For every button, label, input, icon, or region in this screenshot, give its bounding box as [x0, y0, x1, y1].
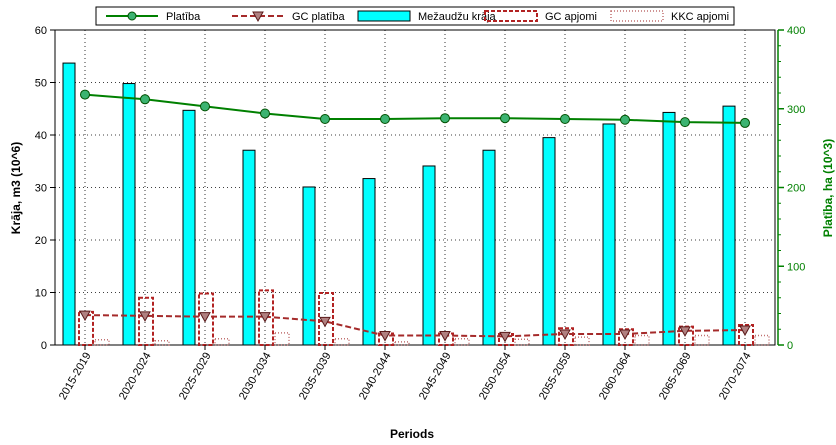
tick-label-left: 10 — [35, 288, 47, 300]
marker-triangle — [739, 325, 751, 337]
legend-label: KKC apjomi — [671, 11, 729, 23]
tick-label-left: 0 — [41, 340, 47, 352]
tick-label-x: 2020-2024 — [117, 351, 154, 403]
marker-circle — [440, 113, 450, 124]
bar-bar — [722, 105, 736, 346]
bar-bar-dotted — [514, 338, 530, 346]
bar-bar-dashed — [258, 289, 274, 346]
bar-bar — [602, 123, 616, 346]
legend: Platība GC platība Mežaudžu krāja GC apjomi… — [95, 6, 735, 26]
tick-label-left: 40 — [35, 130, 47, 142]
marker-circle — [260, 108, 270, 119]
tick-label-right: 400 — [787, 25, 805, 37]
marker-circle — [500, 113, 510, 124]
marker-circle — [560, 113, 570, 124]
legend-swatch-bar-dotted — [610, 10, 664, 22]
tick-label-x: 2055-2059 — [537, 351, 574, 403]
bar-bar-dotted — [694, 334, 710, 346]
tick-label-x: 2015-2019 — [57, 351, 94, 403]
bar-bar — [422, 165, 436, 346]
bar-bar-dashed — [318, 292, 334, 346]
marker-circle — [680, 117, 690, 128]
bar-bar-dotted — [634, 334, 650, 346]
legend-label: GC platība — [292, 11, 345, 23]
marker-circle — [620, 114, 630, 125]
marker-triangle — [559, 329, 571, 341]
marker-circle — [80, 89, 90, 100]
tick-label-x: 2030-2034 — [237, 351, 274, 403]
bar-bar-dotted — [274, 332, 290, 346]
bar-bar-dotted — [454, 337, 470, 346]
bar-bar — [122, 83, 136, 346]
tick-label-x: 2060-2064 — [597, 351, 634, 403]
tick-label-x: 2065-2069 — [657, 351, 694, 403]
legend-marker-circle — [127, 11, 137, 21]
bar-bar — [482, 149, 496, 346]
bar-bar-dotted — [394, 341, 410, 346]
legend-swatch-bar-dashed — [484, 10, 538, 22]
marker-circle — [200, 101, 210, 112]
y-axis-right-label: Platība, ha (10^3) — [821, 139, 835, 237]
tick-label-left: 20 — [35, 235, 47, 247]
bar-bar-dashed — [138, 296, 154, 346]
bar-bar — [542, 137, 556, 346]
legend-swatch-bar — [357, 10, 411, 22]
tick-label-x: 2050-2054 — [477, 351, 514, 403]
marker-circle — [140, 94, 150, 105]
bar-bar-dotted — [754, 334, 770, 346]
bars — [62, 62, 770, 347]
grid — [54, 29, 776, 346]
tick-label-right: 0 — [787, 340, 793, 352]
marker-triangle — [679, 326, 691, 337]
bar-bar-dotted — [154, 340, 170, 346]
series-line-line-dashed — [84, 314, 746, 338]
bar-bar-dotted — [214, 337, 230, 346]
bar-bar — [62, 62, 76, 346]
marker-triangle — [319, 316, 331, 328]
bar-bar-dashed — [618, 328, 634, 346]
tick-label-x: 2045-2049 — [417, 351, 454, 403]
marker-triangle — [439, 331, 451, 342]
bar-bar-dotted — [574, 336, 590, 346]
bar-bar-dashed — [558, 327, 574, 347]
tick-label-x: 2025-2029 — [177, 351, 214, 403]
lines — [79, 89, 751, 343]
bar-bar-dotted — [94, 339, 110, 346]
marker-triangle — [199, 312, 211, 323]
marker-triangle — [499, 331, 511, 343]
tick-label-left: 30 — [35, 183, 47, 195]
marker-circle — [740, 117, 750, 128]
bar-bar — [182, 109, 196, 346]
tick-label-left: 60 — [35, 25, 47, 37]
bar-bar-dashed — [738, 324, 754, 346]
marker-circle — [380, 113, 390, 124]
bar-bar — [662, 111, 676, 346]
legend-label: Platība — [166, 11, 201, 23]
legend-marker-triangle — [252, 11, 264, 23]
legend-label: Mežaudžu krāja — [418, 11, 497, 23]
bar-bar-dotted — [334, 337, 350, 346]
y-axis-left-label: Krāja, m3 (10^6) — [9, 142, 23, 234]
series-line-line — [84, 93, 746, 124]
tick-label-left: 50 — [35, 78, 47, 90]
tick-label-x: 2040-2044 — [357, 351, 394, 403]
bar-bar — [302, 186, 316, 346]
marker-triangle — [259, 312, 271, 323]
tick-label-right: 100 — [787, 261, 805, 273]
marker-triangle — [79, 310, 91, 322]
x-axis-label: Periods — [390, 427, 434, 441]
bar-bar — [362, 178, 376, 346]
bar-bar — [242, 149, 256, 346]
marker-triangle — [379, 331, 391, 342]
marker-triangle — [139, 311, 151, 322]
tick-label-right: 300 — [787, 104, 805, 116]
tick-label-x: 2070-2074 — [717, 351, 754, 403]
legend-label: GC apjomi — [545, 11, 597, 23]
bar-bar-dashed — [198, 292, 214, 346]
tick-label-x: 2035-2039 — [297, 351, 334, 403]
marker-circle — [320, 113, 330, 124]
tick-label-right: 200 — [787, 183, 805, 195]
marker-triangle — [619, 329, 631, 341]
